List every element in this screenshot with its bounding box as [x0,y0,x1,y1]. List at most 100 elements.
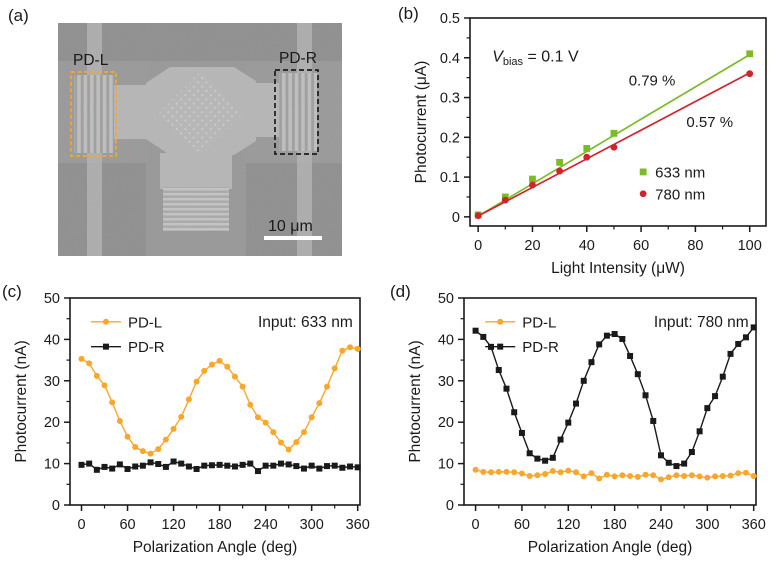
series-line [475,326,755,467]
data-point [588,470,595,477]
x-tick-label: 20 [524,238,540,254]
data-point [511,469,518,476]
data-point [573,469,580,476]
data-point [704,474,711,481]
input-wavelength-note: Input: 780 nm [654,314,749,331]
legend-label: 780 nm [655,186,705,203]
y-tick-label: 20 [438,415,454,431]
x-tick-label: 180 [208,517,232,533]
data-point [116,417,123,424]
data-point [727,472,734,479]
data-point [78,355,85,362]
slope-label: 0.57 % [686,114,733,131]
data-point [472,327,479,334]
data-point [610,143,618,151]
pd-l-roi-box [70,71,117,157]
data-point [742,334,749,341]
data-point [93,466,100,473]
chart-c-series-pd-l [78,344,361,457]
data-point [642,471,649,478]
y-tick-label: 40 [438,332,454,348]
y-tick-label: 10 [44,457,60,473]
data-point [735,340,742,347]
y-tick-label: 10 [438,457,454,473]
data-point [534,455,541,462]
data-point [556,167,564,175]
plot-frame [69,297,361,506]
data-point [132,463,139,470]
data-point [132,444,139,451]
data-point [529,175,536,183]
data-point [603,332,610,339]
data-point [712,393,719,400]
data-point [86,360,93,367]
y-tick-label: 0.5 [440,11,460,27]
data-point [603,471,610,478]
data-point [170,458,177,465]
data-point [277,439,284,446]
data-point [270,429,277,436]
legend-marker [497,318,504,325]
data-point [247,460,254,467]
data-point [178,460,185,467]
data-point [316,400,323,407]
data-point [619,335,626,342]
data-point [665,474,672,481]
y-axis-title: Photocurrent (nA) [13,340,30,462]
data-point [300,429,307,436]
x-tick-label: 60 [633,238,649,254]
y-axis-title: Photocurrent (μA) [413,61,430,184]
data-point [688,449,695,456]
y-tick-label: 50 [44,291,60,307]
legend-label: PD-L [128,314,162,331]
x-tick-label: 40 [579,238,595,254]
y-tick-label: 0.3 [440,91,460,107]
data-point [542,470,549,477]
data-point [331,462,338,469]
data-point [162,436,169,443]
x-tick-label: 300 [695,517,719,533]
legend-marker [102,318,109,325]
data-point [719,373,726,380]
data-point [673,463,680,470]
y-tick-label: 0 [446,498,454,514]
data-point [688,472,695,479]
data-point [109,465,116,472]
x-tick-label: 60 [119,517,135,533]
sem-noise-overlay [58,23,342,256]
data-point [124,465,131,472]
data-point [634,371,641,378]
data-point [750,324,757,331]
data-point [270,462,277,469]
data-point [657,476,664,483]
legend-label: 633 nm [655,164,705,181]
data-point [557,436,564,443]
legend-label: PD-L [522,314,556,331]
data-point [549,468,556,475]
chart-d-legend: PD-L PD-R [485,314,559,356]
data-point [93,372,100,379]
data-point [139,448,146,455]
plot-frame [469,17,767,227]
x-tick-label: 0 [472,517,480,533]
data-point [324,463,331,470]
x-tick-label: 100 [738,238,762,254]
data-point [139,462,146,469]
y-tick-label: 0.2 [440,130,460,146]
data-point [201,367,208,374]
data-point [354,464,361,471]
panel-label-c: (c) [2,282,22,301]
data-point [331,365,338,372]
data-point [526,450,533,457]
data-point [727,350,734,357]
panel-label-b: (b) [398,4,419,23]
data-point [650,417,657,424]
input-wavelength-note: Input: 633 nm [258,314,353,331]
data-point [472,466,479,473]
data-point [549,454,556,461]
data-point [347,344,354,351]
data-point [316,465,323,472]
panel-label-a: (a) [8,6,29,25]
legend-label: PD-R [128,339,165,356]
